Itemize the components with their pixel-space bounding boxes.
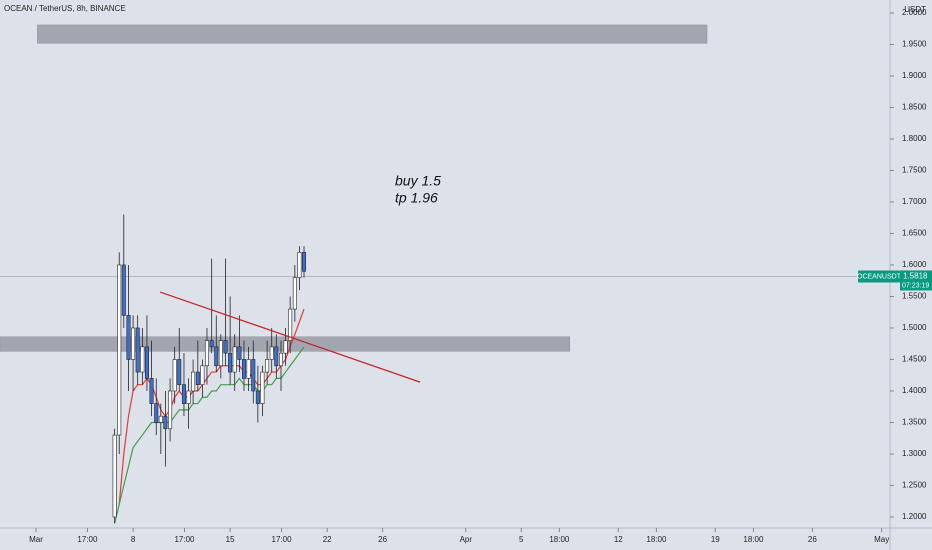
- y-tick-label: 1.5000: [902, 323, 927, 332]
- candle-body: [131, 327, 136, 360]
- candle-body: [260, 371, 265, 404]
- candle-body: [117, 264, 122, 436]
- candle-body: [121, 264, 126, 316]
- y-tick-label: 1.2500: [902, 481, 927, 490]
- candle-body: [186, 390, 191, 404]
- y-tick-label: 1.3500: [902, 418, 927, 427]
- zone: [37, 24, 708, 44]
- candle-body: [112, 434, 117, 518]
- price-badge: [900, 270, 932, 291]
- y-tick-label: 1.7500: [902, 166, 927, 175]
- x-tick-label: 17:00: [77, 535, 98, 544]
- candle-body: [144, 346, 149, 379]
- candle-body: [297, 252, 302, 278]
- x-tick-label: May: [874, 535, 889, 544]
- candle-body: [214, 346, 219, 367]
- candle-body: [181, 384, 186, 404]
- countdown-label: 07:23:19: [902, 282, 929, 289]
- candle-body: [204, 340, 209, 367]
- candle-body: [292, 277, 297, 310]
- y-tick-label: 1.4000: [902, 386, 927, 395]
- y-tick-label: 2.0000: [902, 8, 927, 17]
- candle-body: [269, 346, 274, 360]
- candle-body: [135, 327, 140, 373]
- candle-body: [265, 359, 270, 373]
- candle-body: [140, 346, 145, 373]
- x-tick-label: 18:00: [646, 535, 667, 544]
- x-tick-label: 12: [614, 535, 623, 544]
- x-tick-label: 17:00: [272, 535, 293, 544]
- chart-title: OCEAN / TetherUS, 8h, BINANCE: [4, 4, 126, 13]
- candle-body: [172, 359, 177, 392]
- candle-body: [274, 346, 279, 367]
- candle-body: [251, 359, 256, 392]
- candle-body: [218, 340, 223, 367]
- x-tick-label: Apr: [460, 535, 473, 544]
- candle-body: [200, 365, 205, 385]
- y-tick-label: 1.5500: [902, 292, 927, 301]
- symbol-badge: [858, 270, 900, 283]
- x-tick-label: 22: [323, 535, 332, 544]
- y-tick-label: 1.4500: [902, 355, 927, 364]
- candle-body: [154, 403, 159, 423]
- candle-body: [237, 346, 242, 360]
- candle-body: [177, 359, 182, 385]
- candle-body: [288, 308, 293, 341]
- price-label: 1.5818: [903, 272, 928, 281]
- trend-line: [159, 291, 421, 383]
- candle-body: [195, 371, 200, 385]
- candle-body: [279, 352, 284, 367]
- candle-body: [158, 415, 163, 423]
- candle-body: [223, 340, 228, 354]
- annotation: tp 1.96: [395, 190, 438, 206]
- annotation: buy 1.5: [395, 173, 441, 189]
- candle-body: [246, 359, 251, 379]
- x-tick-label: 26: [808, 535, 817, 544]
- candle-body: [283, 340, 288, 354]
- y-tick-label: 1.7000: [902, 197, 927, 206]
- candle-body: [241, 359, 246, 379]
- moving-average: [114, 346, 305, 524]
- y-axis-label: USDT: [904, 5, 926, 14]
- candle-body: [209, 340, 214, 348]
- x-tick-label: 19: [711, 535, 720, 544]
- symbol-label: OCEANUSDT: [857, 273, 902, 280]
- y-tick-label: 1.3000: [902, 449, 927, 458]
- x-tick-label: 8: [131, 535, 136, 544]
- x-tick-label: 17:00: [174, 535, 195, 544]
- y-tick-label: 1.8500: [902, 103, 927, 112]
- y-tick-label: 1.8000: [902, 134, 927, 143]
- candle-body: [255, 390, 260, 404]
- candle-body: [191, 371, 196, 392]
- candle-body: [149, 378, 154, 404]
- y-tick-label: 1.6000: [902, 260, 927, 269]
- candle-body: [163, 415, 168, 430]
- y-tick-label: 1.2000: [902, 512, 927, 521]
- candle-body: [302, 252, 307, 272]
- candle-body: [228, 352, 233, 373]
- candle-body: [126, 315, 131, 360]
- y-tick-label: 1.9500: [902, 40, 927, 49]
- candle-body: [168, 390, 173, 430]
- x-tick-label: 5: [519, 535, 524, 544]
- x-tick-label: 26: [378, 535, 387, 544]
- y-tick-label: 1.6500: [902, 229, 927, 238]
- x-tick-label: 18:00: [743, 535, 764, 544]
- x-tick-label: 15: [226, 535, 235, 544]
- candle-body: [232, 346, 237, 373]
- x-tick-label: Mar: [29, 535, 43, 544]
- x-tick-label: 18:00: [549, 535, 570, 544]
- y-tick-label: 1.9000: [902, 71, 927, 80]
